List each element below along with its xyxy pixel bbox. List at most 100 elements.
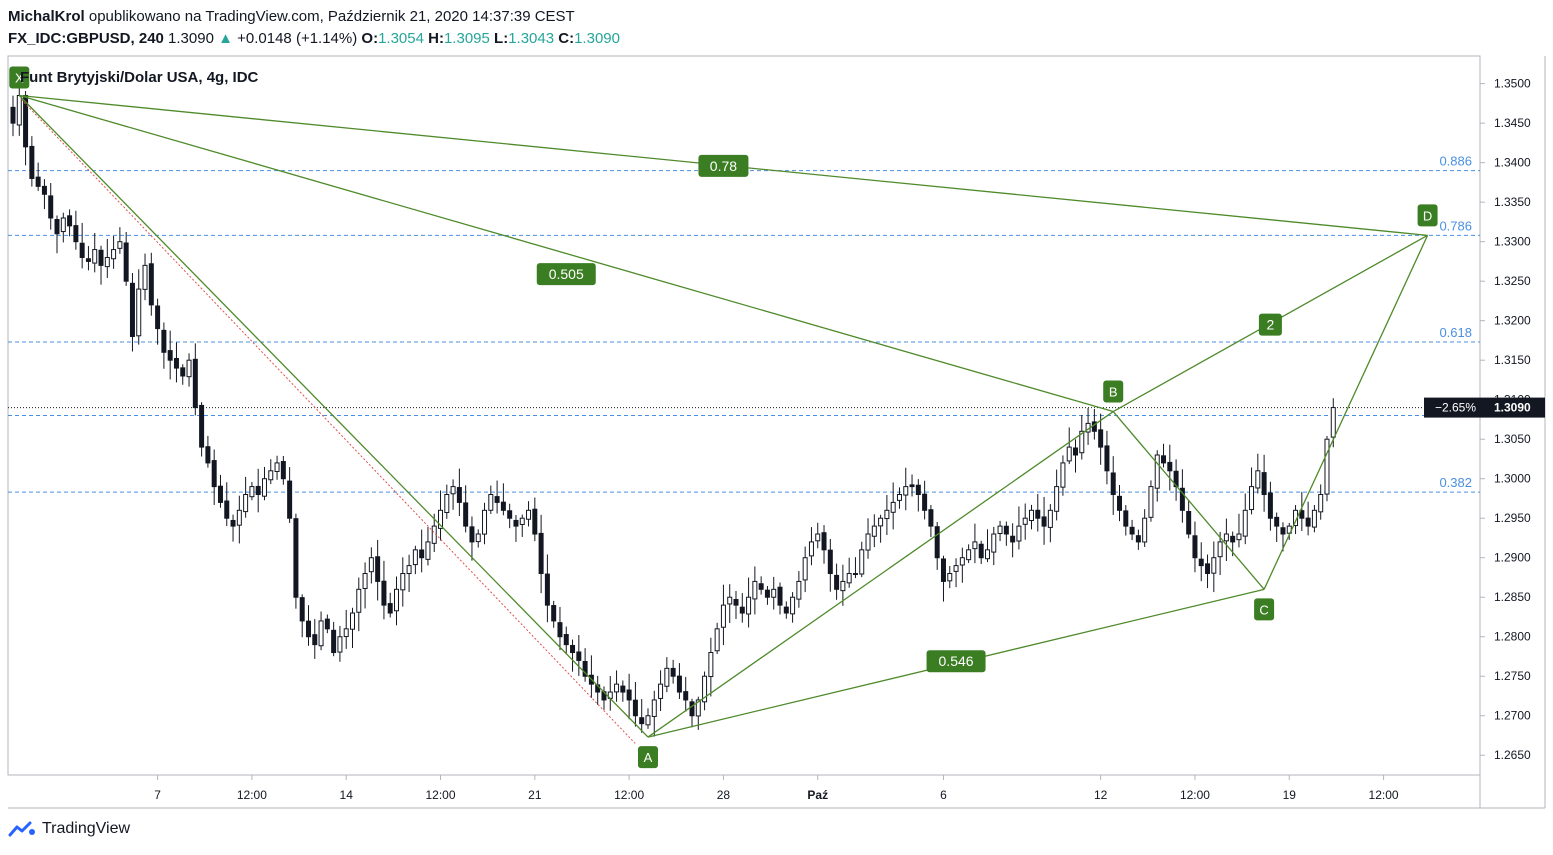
candle (702, 671, 708, 711)
candle (186, 353, 192, 387)
pattern-point-a[interactable]: A (637, 746, 658, 769)
pattern-point-c[interactable]: C (1254, 598, 1275, 621)
candle (173, 342, 179, 383)
candle (953, 558, 959, 588)
candle-body-down (324, 618, 330, 630)
candle-body-down (173, 357, 179, 369)
candle-body-down (576, 651, 582, 661)
candle (217, 474, 223, 508)
candle-body-up (790, 596, 796, 615)
author-name[interactable]: MichalKrol (8, 8, 85, 25)
candle-body-down (217, 485, 223, 503)
leg-cd[interactable] (1263, 235, 1429, 590)
candle-body-down (67, 215, 73, 227)
candle-body-down (1110, 472, 1116, 496)
candle (859, 541, 865, 578)
leg-xa[interactable] (18, 95, 649, 738)
candle-body-down (224, 500, 230, 519)
candle-body-up (104, 256, 110, 268)
candle (1028, 504, 1034, 530)
candle (1054, 469, 1060, 521)
candle-body-up (406, 565, 412, 575)
candle (224, 482, 230, 526)
candle (349, 607, 355, 648)
candle-body-down (915, 484, 921, 496)
candle-body-up (1148, 486, 1154, 518)
candle-body-down (500, 501, 506, 511)
ratio-tag-bg (1258, 313, 1282, 336)
candle (915, 479, 921, 512)
candle (513, 515, 519, 542)
candle (928, 504, 934, 538)
candle (984, 529, 990, 563)
candle (482, 502, 488, 545)
candle (117, 227, 123, 254)
candle-body-up (1054, 486, 1060, 512)
candle-body-down (456, 487, 462, 503)
candle (1154, 450, 1160, 502)
candle (123, 231, 129, 286)
candle-body-down (54, 219, 60, 235)
candle (890, 482, 896, 530)
candle (991, 526, 997, 566)
time-tick-label: 28 (717, 788, 731, 802)
symbol-label: FX_IDC:GBPUSD, 240 (8, 30, 164, 47)
pattern-point-d[interactable]: D (1417, 204, 1438, 227)
line-xb[interactable] (19, 94, 1114, 413)
pattern-point-b[interactable]: B (1103, 380, 1124, 403)
candle (155, 298, 161, 345)
ratio-tag[interactable]: 0.546 (926, 650, 986, 673)
candle (1211, 541, 1217, 593)
candle-body-down (375, 556, 381, 582)
candle-body-up (746, 596, 752, 615)
candle-body-up (356, 588, 362, 613)
candle-body-down (299, 597, 305, 622)
ratio-tag[interactable]: 2 (1258, 313, 1282, 336)
candle-body-up (708, 652, 714, 678)
candle (343, 609, 349, 649)
candle (1311, 505, 1317, 533)
candle-body-down (305, 620, 311, 638)
candle-body-down (513, 519, 519, 527)
candle (205, 435, 211, 468)
candle (211, 449, 217, 505)
ratio-tag-bg (698, 154, 749, 177)
candle (934, 521, 940, 570)
tradingview-logo[interactable]: TradingView (8, 820, 130, 838)
ratio-tag[interactable]: 0.78 (698, 154, 749, 177)
up-triangle-icon: ▲ (218, 30, 233, 47)
candle-body-down (469, 526, 475, 543)
candle (595, 675, 601, 705)
candle-body-up (846, 573, 852, 584)
candle (236, 495, 242, 544)
candle (676, 663, 682, 699)
trendline-dotted (20, 99, 636, 744)
candle-body-up (475, 533, 481, 543)
candle (783, 601, 789, 619)
candle (136, 269, 142, 345)
pattern-point-bg (1254, 598, 1275, 621)
candle (884, 494, 890, 536)
leg-bc[interactable] (1112, 411, 1265, 590)
candle (104, 238, 110, 278)
candle (400, 557, 406, 607)
candle-body-down (387, 603, 393, 614)
candle-body-up (526, 509, 532, 520)
pattern-point-x[interactable]: X (9, 66, 30, 89)
harmonic-pattern[interactable]: 0.78 0.505 2 0.546 X A B C D (9, 66, 1438, 769)
header-row-1: MichalKrol opublikowano na TradingView.c… (8, 6, 620, 28)
candle-body-up (1016, 525, 1022, 542)
candle-body-down (161, 329, 167, 353)
ratio-tag[interactable]: 0.505 (536, 263, 596, 286)
ratio-tag-label: 0.546 (939, 653, 974, 669)
candle-body-down (922, 493, 928, 511)
leg-ab[interactable] (647, 411, 1114, 738)
candle (903, 467, 909, 511)
candle (683, 676, 689, 712)
current-price-tag: −2.65% 1.3090 (1424, 397, 1545, 418)
candle-body-down (35, 176, 41, 187)
candle-body-up (878, 517, 884, 527)
candle-body-up (261, 478, 267, 497)
close-label: C: (558, 30, 575, 47)
